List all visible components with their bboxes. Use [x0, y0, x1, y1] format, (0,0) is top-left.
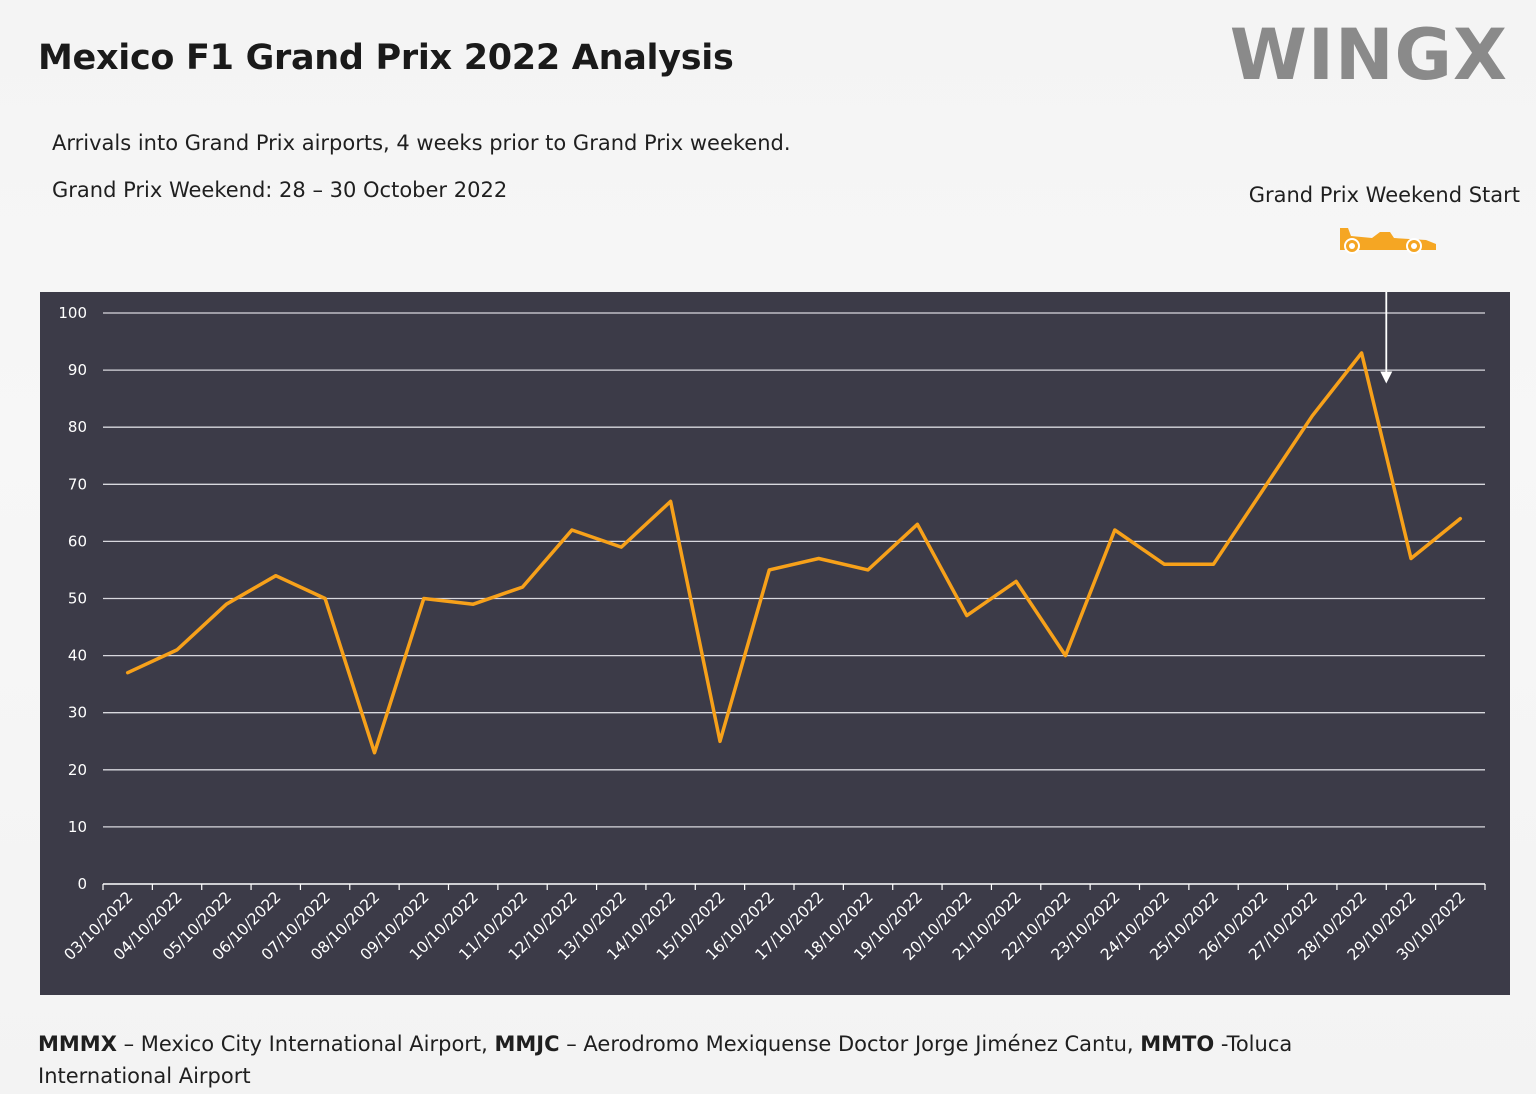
annotation	[1380, 292, 1393, 384]
y-tick-label: 80	[68, 418, 87, 436]
airport-name-mmmx: – Mexico City International Airport,	[116, 1032, 495, 1056]
airport-code-mmto: MMTO	[1140, 1032, 1215, 1056]
airport-code-mmjc: MMJC	[494, 1032, 560, 1056]
f1-car-icon	[1340, 228, 1436, 254]
y-tick-label: 100	[58, 304, 87, 322]
airport-name-mmjc: – Aerodromo Mexiquense Doctor Jorge Jimé…	[559, 1032, 1141, 1056]
x-axis: 03/10/202204/10/202205/10/202206/10/2022…	[61, 883, 1486, 964]
y-tick-label: 20	[68, 761, 87, 779]
series-line	[125, 351, 1463, 755]
page-title: Mexico F1 Grand Prix 2022 Analysis	[38, 38, 734, 78]
airport-code-mmmx: MMMX	[38, 1032, 117, 1056]
chart-subtitle: Arrivals into Grand Prix airports, 4 wee…	[52, 131, 791, 155]
y-axis: 0 10 20 30 40 50 60 70 80 90 100	[58, 304, 87, 893]
airport-name-mmto: -Toluca International Airport	[38, 1032, 1293, 1088]
y-tick-label: 30	[68, 704, 87, 722]
series	[125, 351, 1463, 755]
y-tick-label: 90	[68, 361, 87, 379]
y-tick-label: 10	[68, 818, 87, 836]
line-chart: 0 10 20 30 40 50 60 70 80 90 100 03/10/202204/10/2…	[58, 292, 1486, 964]
y-tick-label: 70	[68, 475, 87, 493]
marker-label: Grand Prix Weekend Start	[1248, 183, 1520, 207]
event-dates: Grand Prix Weekend: 28 – 30 October 2022	[52, 178, 508, 202]
y-tick-label: 50	[68, 590, 87, 608]
gridlines	[103, 312, 1485, 828]
marker-arrow-head	[1380, 371, 1393, 384]
y-tick-label: 0	[77, 875, 87, 893]
chart-panel: 0 10 20 30 40 50 60 70 80 90 100 03/10/2022 04/10/2…	[40, 292, 1510, 995]
brand-logo: WINGX	[1229, 14, 1508, 96]
y-tick-label: 40	[68, 647, 87, 665]
footnote: MMMX – Mexico City International Airport…	[38, 1028, 1368, 1092]
y-tick-label: 60	[68, 532, 87, 550]
